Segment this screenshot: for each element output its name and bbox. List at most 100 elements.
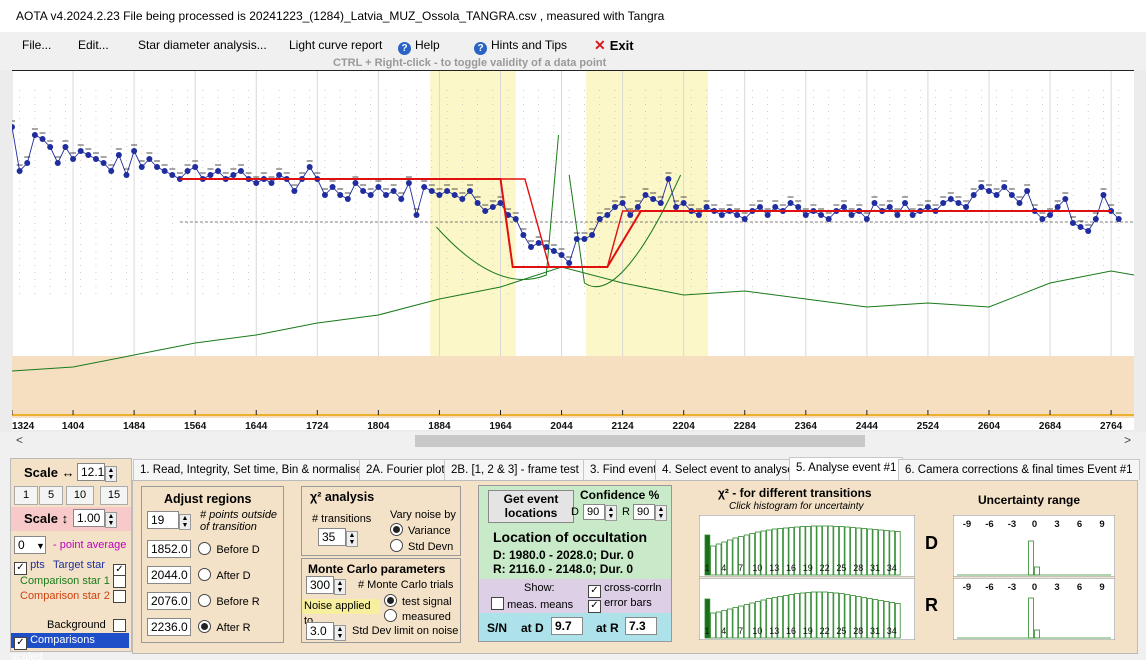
display-options-panel: Scale ↔ 12.1 ▲ ▼ 1 5 10 15 Scale ↕ 1.00 ▲ ▼ … [10, 458, 132, 663]
before-d-input[interactable]: 1852.0 [147, 540, 191, 558]
confidence-r-spinner[interactable]: ▲ ▼ [655, 505, 667, 521]
std-dev-limit-spinner[interactable]: ▲ ▼ [334, 625, 346, 641]
pts-checkbox[interactable]: ✓ [14, 562, 27, 575]
target-point-66 [512, 216, 519, 222]
histR-tick-5: 16 [786, 626, 796, 636]
target-point-67 [520, 232, 527, 238]
comparison-star-2-checkbox[interactable] [113, 590, 126, 603]
menu-edit[interactable]: Edit... [78, 38, 109, 52]
measured-radio[interactable] [384, 609, 397, 622]
scroll-thumb[interactable] [415, 435, 865, 447]
tab-find-events[interactable]: 3. Find events [583, 459, 670, 480]
scale-vertical-spinner[interactable]: ▲ ▼ [105, 512, 117, 528]
target-point-143 [1100, 192, 1107, 198]
comparison-star-1-checkbox[interactable] [113, 575, 126, 588]
tab-fourier-plot[interactable]: 2A. Fourier plot [359, 459, 452, 480]
window-title: AOTA v4.2024.2.23 File being processed i… [16, 9, 665, 23]
point-average-select[interactable]: 0 [14, 536, 46, 554]
uncR-tick-3: 0 [1032, 582, 1037, 593]
menu-exit[interactable]: ✕ Exit [594, 37, 634, 54]
target-point-80 [619, 200, 626, 206]
exit-icon: ✕ [594, 37, 606, 53]
zoom-button-1[interactable]: 1 [14, 486, 38, 505]
location-title: Location of occultation [493, 529, 647, 545]
chi2-histogram-r[interactable]: 1 4 7 10 13 16 19 22 25 28 31 34 [699, 578, 915, 640]
histR-bar-7 [743, 604, 750, 639]
menu-light-curve-report[interactable]: Light curve report [289, 38, 383, 52]
tab-frame-test[interactable]: 2B. [1, 2 & 3] - frame test [444, 459, 586, 480]
histR-tick-7: 22 [820, 626, 830, 636]
scale-horizontal-input[interactable]: 12.1 [77, 463, 105, 481]
zoom-button-5[interactable]: 5 [39, 486, 63, 505]
monte-carlo-trials-spinner[interactable]: ▲ ▼ [334, 579, 346, 595]
plot-scrollbar[interactable]: < > [0, 432, 1146, 450]
uncR-tick-6: 9 [1099, 582, 1104, 593]
transitions-spinner[interactable]: ▲ ▼ [346, 531, 358, 547]
tab-camera-corrections[interactable]: 6. Camera corrections & final times Even… [898, 459, 1140, 480]
chi2-analysis-box: χ² analysis # transitions 35 ▲ ▼ Vary nois… [301, 486, 461, 556]
monte-carlo-trials-input[interactable]: 300 [306, 576, 334, 594]
before-r-input[interactable]: 2076.0 [147, 592, 191, 610]
monte-carlo-title: Monte Carlo parameters [308, 562, 446, 576]
error-bars-checkbox[interactable]: ✓ [588, 600, 601, 613]
menu-help[interactable]: ? Help [398, 38, 440, 55]
monte-carlo-box: Monte Carlo parameters 300 ▲ ▼ # Monte Car… [301, 558, 461, 643]
histD-bar-13 [777, 528, 784, 576]
after-d-input[interactable]: 2044.0 [147, 566, 191, 584]
x-tick-label-9: 2044 [550, 421, 573, 430]
tab-read-integrity[interactable]: 1. Read, Integrity, Set time, Bin & norm… [133, 459, 370, 480]
scale-vertical-input[interactable]: 1.00 [73, 509, 105, 527]
hints-help-icon: ? [474, 42, 487, 55]
after-d-radio[interactable] [198, 568, 212, 581]
transitions-input[interactable]: 35 [318, 528, 346, 546]
get-event-locations-button[interactable]: Get event locations [488, 490, 574, 523]
histD-bar-22 [827, 525, 834, 576]
light-curve-plot[interactable]: 1324 1404 1484 1564 1644 1724 1804 1884 1964 2044… [12, 70, 1134, 430]
histD-bar-14 [783, 527, 789, 576]
before-r-radio[interactable] [198, 594, 212, 607]
std-dev-limit-input[interactable]: 3.0 [306, 622, 334, 640]
points-outside-spinner[interactable]: ▲ ▼ [179, 514, 191, 530]
target-point-14 [115, 152, 122, 158]
histD-bar-17 [799, 526, 806, 576]
comparisons-scaled-row[interactable]: ✓ Comparisons scaled [11, 633, 129, 663]
background-checkbox[interactable] [113, 619, 126, 632]
target-star-label: Target star [53, 559, 105, 571]
monte-carlo-trials-label: # Monte Carlo trials [358, 579, 454, 591]
after-r-radio[interactable] [198, 620, 212, 633]
before-r-label: Before R [216, 596, 260, 608]
confidence-d-spinner[interactable]: ▲ ▼ [605, 505, 617, 521]
menu-file[interactable]: File... [22, 38, 52, 52]
before-d-radio[interactable] [198, 542, 212, 555]
scroll-left-icon[interactable]: < [16, 433, 24, 447]
uncD-tick-3: 0 [1032, 519, 1037, 530]
scroll-right-icon[interactable]: > [1124, 433, 1132, 447]
tab-analyse-event[interactable]: 5. Analyse event #1 [789, 457, 904, 480]
cross-corr-checkbox[interactable]: ✓ [588, 585, 601, 598]
menu-hints[interactable]: ? Hints and Tips [474, 38, 567, 55]
zoom-button-15[interactable]: 15 [100, 486, 128, 505]
chi2-histogram-d[interactable]: 1 4 7 10 13 16 19 22 25 28 31 34 [699, 515, 915, 577]
histD-bar-20 [816, 525, 823, 576]
test-signal-radio[interactable] [384, 594, 397, 607]
menu-help-label: Help [415, 38, 440, 52]
std-devn-radio[interactable] [390, 539, 403, 552]
chevron-down-icon[interactable]: ▼ [36, 541, 45, 551]
scale-horizontal-spinner[interactable]: ▲ ▼ [105, 466, 117, 482]
confidence-d-input[interactable]: 90 [583, 504, 605, 520]
comparisons-scaled-checkbox[interactable]: ✓ [14, 637, 27, 650]
points-outside-input[interactable]: 19 [147, 511, 179, 529]
meas-means-checkbox[interactable] [491, 597, 504, 610]
target-point-113 [871, 200, 878, 206]
comparison-star-1-label: Comparison star 1 [20, 575, 110, 587]
after-r-input[interactable]: 2236.0 [147, 618, 191, 636]
target-point-71 [550, 248, 557, 254]
variance-radio[interactable] [390, 523, 403, 536]
zoom-button-10[interactable]: 10 [66, 486, 94, 505]
confidence-r-input[interactable]: 90 [633, 504, 655, 520]
tab-select-event[interactable]: 4. Select event to analyse [655, 459, 801, 480]
menu-star-diameter[interactable]: Star diameter analysis... [138, 38, 267, 52]
histD-bar-11 [766, 529, 772, 576]
histD-bar-5 [732, 537, 739, 576]
uncR-bar-0 [1028, 597, 1034, 639]
